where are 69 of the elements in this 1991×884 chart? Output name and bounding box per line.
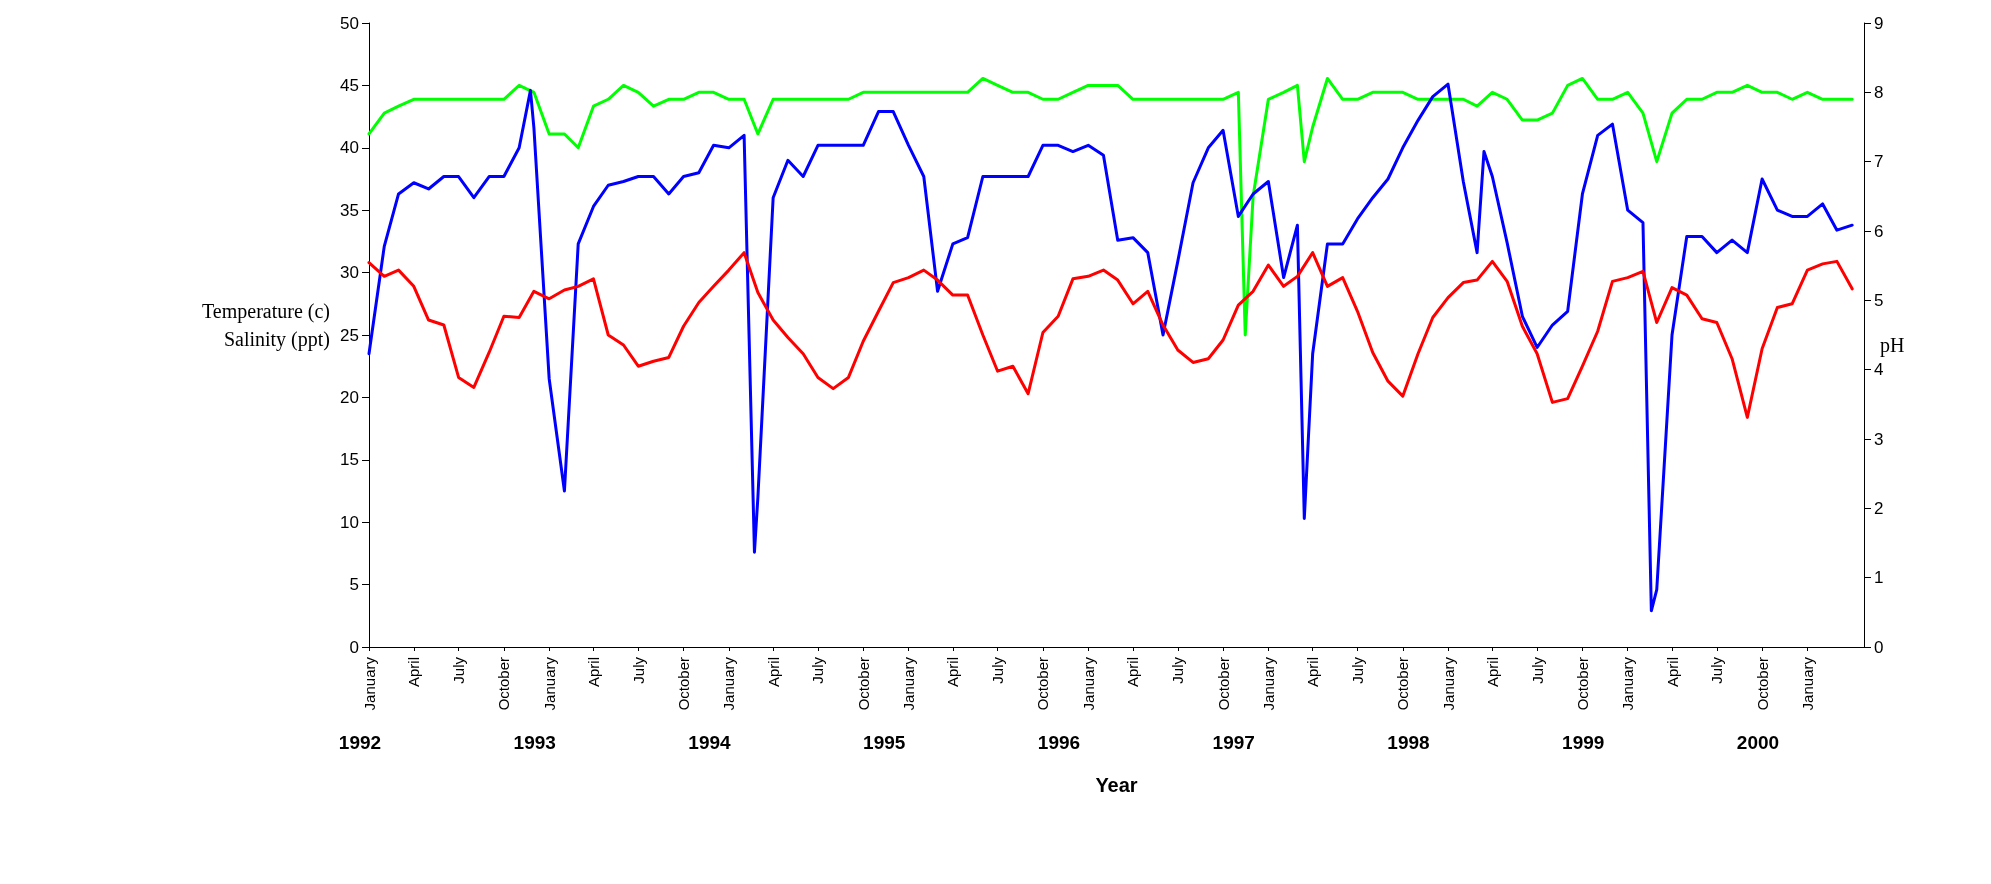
y2-tick-label: 5 [1874,290,1884,310]
y-tick-label: 45 [340,75,359,95]
x-tick-label: October [1214,657,1232,711]
x-tick-label: October [675,657,693,711]
y2-tick-label: 8 [1874,82,1884,102]
y-tick-label: 10 [340,512,359,532]
x-tick-label: October [1034,657,1052,711]
y2-tick-label: 4 [1874,360,1884,380]
x-tick-label: July [1169,656,1187,684]
x-tick-label: July [450,656,468,684]
y2-axis-title: pH [1880,334,1905,357]
text: 1999 [1562,731,1605,753]
text: 1995 [863,731,906,753]
y-tick-label: 30 [340,263,359,283]
x-tick-label: January [900,656,918,711]
y2-tick-label: 7 [1874,152,1884,172]
x-tick-label: January [1798,656,1816,711]
line-series [367,76,1854,337]
y-tick-label: 25 [340,325,359,345]
x-tick-label: October [1573,657,1591,711]
y-tick-label: 20 [340,387,359,407]
x-tick-label: April [405,657,423,688]
x-tick-label: January [540,656,558,711]
y2-tick-label: 2 [1874,498,1884,518]
x-tick-label: October [495,657,513,711]
y2-tick-label: 3 [1874,429,1884,449]
y-tick-label: 40 [340,138,359,158]
x-tick-label: April [1124,657,1142,688]
y-tick-label: 0 [349,637,359,657]
x-tick-label: April [1304,657,1322,688]
text: 1996 [1037,731,1081,753]
text: 1993 [513,731,556,753]
x-tick-label: January [1439,656,1457,711]
x-tick-label: April [584,657,602,688]
text: 1994 [688,731,732,753]
x-tick-label: January [1079,656,1097,711]
y-tick-label: 35 [340,200,359,220]
x-tick-label: January [1259,656,1277,711]
line-series [367,82,1854,613]
x-tick-label: July [629,656,647,684]
x-tick-label: July [1528,656,1546,684]
y-tick-label: 15 [340,450,359,470]
y2-tick-label: 0 [1874,637,1884,657]
text: 1998 [1387,731,1430,753]
x-tick-label: July [1348,656,1366,684]
y2-tick-label: 1 [1874,568,1884,588]
x-tick-label: October [1753,657,1771,711]
x-tick-label: October [1394,657,1412,711]
x-tick-label: July [989,656,1007,684]
x-tick-label: April [764,657,782,688]
x-tick-label: July [1708,656,1726,684]
y-tick-label: 5 [349,575,359,595]
x-tick-label: January [360,656,378,711]
y2-tick-label: 9 [1874,13,1884,33]
x-tick-label: April [1483,657,1501,688]
text: 2000 [1736,731,1780,753]
y-tick-label: 50 [340,13,359,33]
x-tick-label: January [1619,656,1637,711]
y-axis-title: Temperature (c) Salinity (ppt) [202,300,330,351]
line-series [367,251,1854,419]
y2-tick-label: 6 [1874,221,1884,241]
x-tick-label: April [944,657,962,688]
x-tick-label: April [1663,657,1681,688]
x-tick-label: July [809,656,827,684]
text: 1992 [338,731,382,753]
text: 1997 [1212,731,1255,753]
x-axis-title: Year [1095,774,1138,796]
x-tick-label: October [854,657,872,711]
x-tick-label: January [720,656,738,711]
